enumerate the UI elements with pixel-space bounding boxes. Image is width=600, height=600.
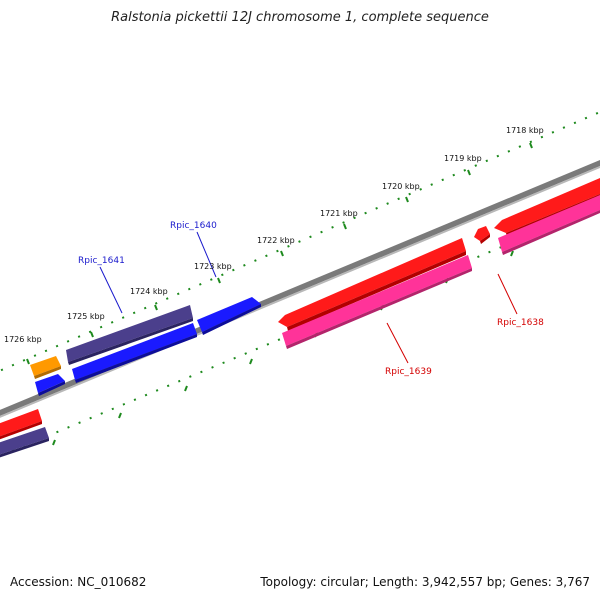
outer-tick-row [0,111,600,372]
accession-text: Accession: NC_010682 [10,575,147,589]
kbp-label: 1720 kbp [382,182,420,191]
gene-label-rpic-1638: Rpic_1638 [497,318,544,328]
kbp-label: 1723 kbp [194,262,232,271]
major-tick [217,277,221,284]
gene-orange[interactable] [30,356,61,379]
gene-label-rpic-1639: Rpic_1639 [385,367,432,377]
kbp-labels: 1718 kbp 1719 kbp 1720 kbp 1721 kbp 1722… [4,126,544,344]
gene-red-left[interactable] [0,409,42,441]
leader-rpic-1641 [99,266,123,314]
gene-rpic-1639[interactable] [282,255,472,349]
major-tick [343,223,347,230]
major-tick [90,331,94,338]
gene-rpic-1641[interactable] [66,305,193,365]
topology-text: Topology: circular; Length: 3,942,557 bp… [260,575,590,589]
kbp-label: 1719 kbp [444,154,482,163]
gene-pink-right[interactable] [498,195,600,255]
gene-rpic-1639-outer[interactable] [278,238,466,331]
gene-blue-long[interactable] [72,323,197,383]
major-tick [529,142,533,149]
major-tick [467,169,471,176]
kbp-label: 1722 kbp [257,236,295,245]
kbp-label: 1724 kbp [130,287,168,296]
map-title: Ralstonia pickettii 12J chromosome 1, co… [111,10,489,25]
kbp-label: 1725 kbp [67,312,105,321]
leader-rpic-1640 [196,231,217,278]
major-tick [249,358,253,365]
major-tick [280,250,284,257]
major-tick [52,439,56,446]
major-tick [405,196,409,203]
major-tick [184,385,188,392]
major-tick [154,304,158,311]
major-tick [26,358,30,365]
gene-navy-left[interactable] [0,427,49,459]
kbp-label: 1718 kbp [506,126,544,135]
sequence-backbone [0,160,600,418]
major-tick [118,412,122,419]
leader-rpic-1638 [497,273,518,315]
gene-rpic-1640[interactable] [197,297,261,335]
kbp-label: 1726 kbp [4,335,42,344]
gene-label-rpic-1640: Rpic_1640 [170,221,217,231]
gene-labels: Rpic_1641 Rpic_1640 Rpic_1638 Rpic_1639 [78,221,544,377]
gene-small-red[interactable] [474,226,490,244]
leader-rpic-1639 [386,322,409,364]
kbp-label: 1721 kbp [320,209,358,218]
gene-label-rpic-1641: Rpic_1641 [78,256,125,266]
major-tick [510,250,514,257]
gene-blue-small[interactable] [35,374,65,396]
